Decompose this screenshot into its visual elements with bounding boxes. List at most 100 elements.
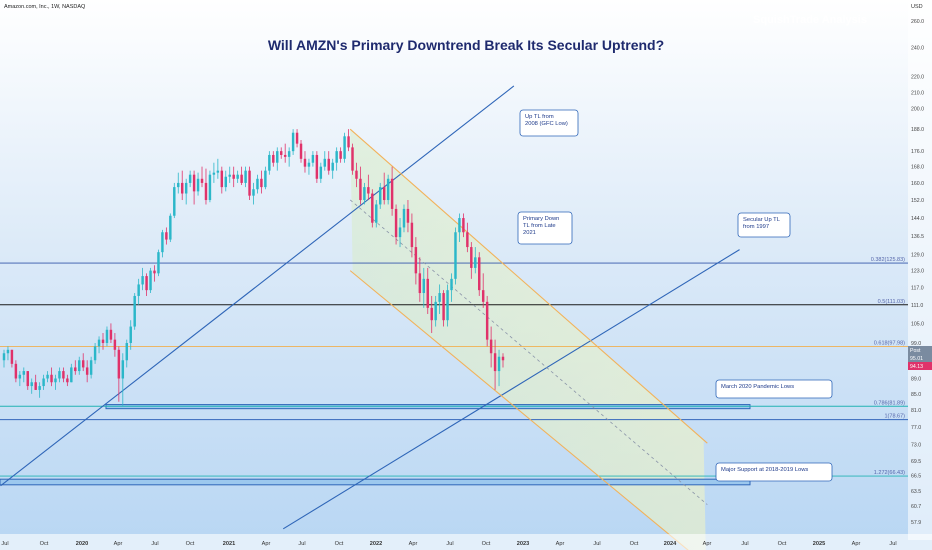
candle-body: [279, 151, 283, 155]
candle-body: [454, 232, 457, 279]
time-tick-label: Oct: [186, 541, 195, 547]
time-tick-label: 2021: [223, 541, 235, 547]
candle-body: [331, 162, 334, 171]
watermark: SquishTrade Analysis: [753, 14, 867, 26]
fib-label: 0.786(81.89): [874, 400, 905, 406]
price-tick-label: 117.0: [911, 285, 924, 291]
candle-body: [359, 178, 362, 201]
candle-body: [367, 187, 370, 194]
candle-body: [145, 276, 148, 291]
price-label-text: 94.13: [910, 364, 923, 370]
price-tick-label: 176.0: [911, 149, 924, 155]
fib-label: 0.5(111.03): [878, 299, 905, 305]
price-tick-label: 77.0: [911, 425, 921, 431]
candle-body: [105, 329, 109, 343]
annotation-box: [517, 211, 573, 245]
candle-body: [165, 232, 168, 240]
candle-body: [54, 378, 57, 383]
candle-body: [208, 174, 212, 201]
time-tick-label: Jul: [298, 541, 305, 547]
candle-body: [335, 151, 338, 163]
candle-body: [74, 367, 77, 372]
time-axis[interactable]: Jul Oct 2020 Apr Jul Oct 2021 Apr Jul Oct 2022 Apr J…: [0, 534, 932, 550]
time-tick-label: Jul: [593, 541, 600, 547]
price-tick-label: 144.0: [911, 216, 924, 222]
candle-body: [355, 170, 358, 179]
time-tick-label: Jul: [151, 541, 158, 547]
candle-body: [406, 208, 410, 223]
candle-body: [497, 356, 501, 372]
price-tick-label: 81.0: [911, 408, 921, 414]
candle-body: [283, 154, 287, 157]
candle-body: [303, 158, 307, 167]
candle-body: [379, 187, 382, 205]
time-tick-label: 2025: [813, 541, 825, 547]
candle-body: [315, 154, 319, 179]
time-tick-label: Jul: [446, 541, 453, 547]
candle-body: [137, 284, 140, 296]
candle-body: [470, 247, 473, 268]
candle-body: [58, 371, 61, 379]
candle-body: [196, 178, 200, 192]
time-tick-label: Apr: [703, 541, 712, 547]
candle-body: [481, 290, 485, 302]
candle-body: [228, 174, 231, 177]
candle-body: [81, 360, 85, 368]
time-tick-label: Apr: [262, 541, 271, 547]
candle-body: [93, 346, 97, 361]
candle-body: [351, 147, 354, 171]
candle-body: [339, 151, 342, 159]
candle-body: [398, 227, 402, 238]
price-label-box: [908, 346, 932, 354]
candle-body: [501, 356, 505, 361]
candle-body: [85, 367, 89, 375]
price-tick-label: 152.0: [911, 198, 924, 204]
candle-body: [117, 349, 121, 379]
time-tick-label: Apr: [409, 541, 418, 547]
candle-body: [42, 378, 45, 387]
fib-levels: 0.382(125.83) 0.5(111.03) 0.618(97.98) 0.78…: [0, 257, 908, 477]
price-tick-label: 99.0: [911, 341, 921, 347]
candle-body: [2, 353, 6, 361]
candle-body: [113, 339, 117, 350]
candle-body: [224, 176, 228, 188]
annotation-text: Up TL from: [525, 114, 554, 120]
price-tick-label: 111.0: [911, 303, 923, 309]
candle-body: [14, 363, 18, 379]
candle-body: [307, 162, 311, 167]
candle-body: [6, 349, 10, 354]
secular-uptrend-line: [282, 249, 740, 530]
time-tick-label: 2022: [370, 541, 382, 547]
time-tick-label: Oct: [630, 541, 639, 547]
annotation-box: [715, 379, 833, 399]
time-tick-label: Oct: [40, 541, 49, 547]
price-label-box: [908, 354, 932, 362]
candle-body: [264, 170, 267, 188]
price-axis[interactable]: 260.0 240.0 220.0 210.0 200.0 188.0 176.0 168.0…: [908, 19, 932, 526]
channel-fill: [350, 129, 706, 550]
candle-body: [414, 247, 418, 274]
candle-body: [97, 339, 101, 347]
candle-body: [446, 290, 449, 321]
price-label-text: 95.01: [910, 356, 923, 362]
trendlines: [0, 85, 740, 550]
candle-body: [177, 182, 180, 188]
candle-body: [299, 143, 303, 159]
candle-body: [382, 187, 386, 201]
annotation-box: [715, 462, 833, 482]
candle-body: [184, 182, 188, 194]
candle-body: [173, 187, 176, 216]
candle-body: [18, 374, 22, 379]
candle-body: [268, 154, 271, 171]
price-tick-label: 160.0: [911, 181, 924, 187]
candle-body: [153, 270, 156, 274]
candle-body: [485, 301, 489, 340]
price-tick-label: 240.0: [911, 46, 924, 52]
fib-label: 1(78.67): [885, 414, 906, 420]
candle-body: [343, 136, 346, 159]
candle-body: [34, 382, 37, 390]
price-tick-label: 260.0: [911, 19, 924, 25]
candle-body: [386, 178, 390, 201]
candle-body: [371, 193, 374, 223]
time-tick-label: Oct: [482, 541, 491, 547]
